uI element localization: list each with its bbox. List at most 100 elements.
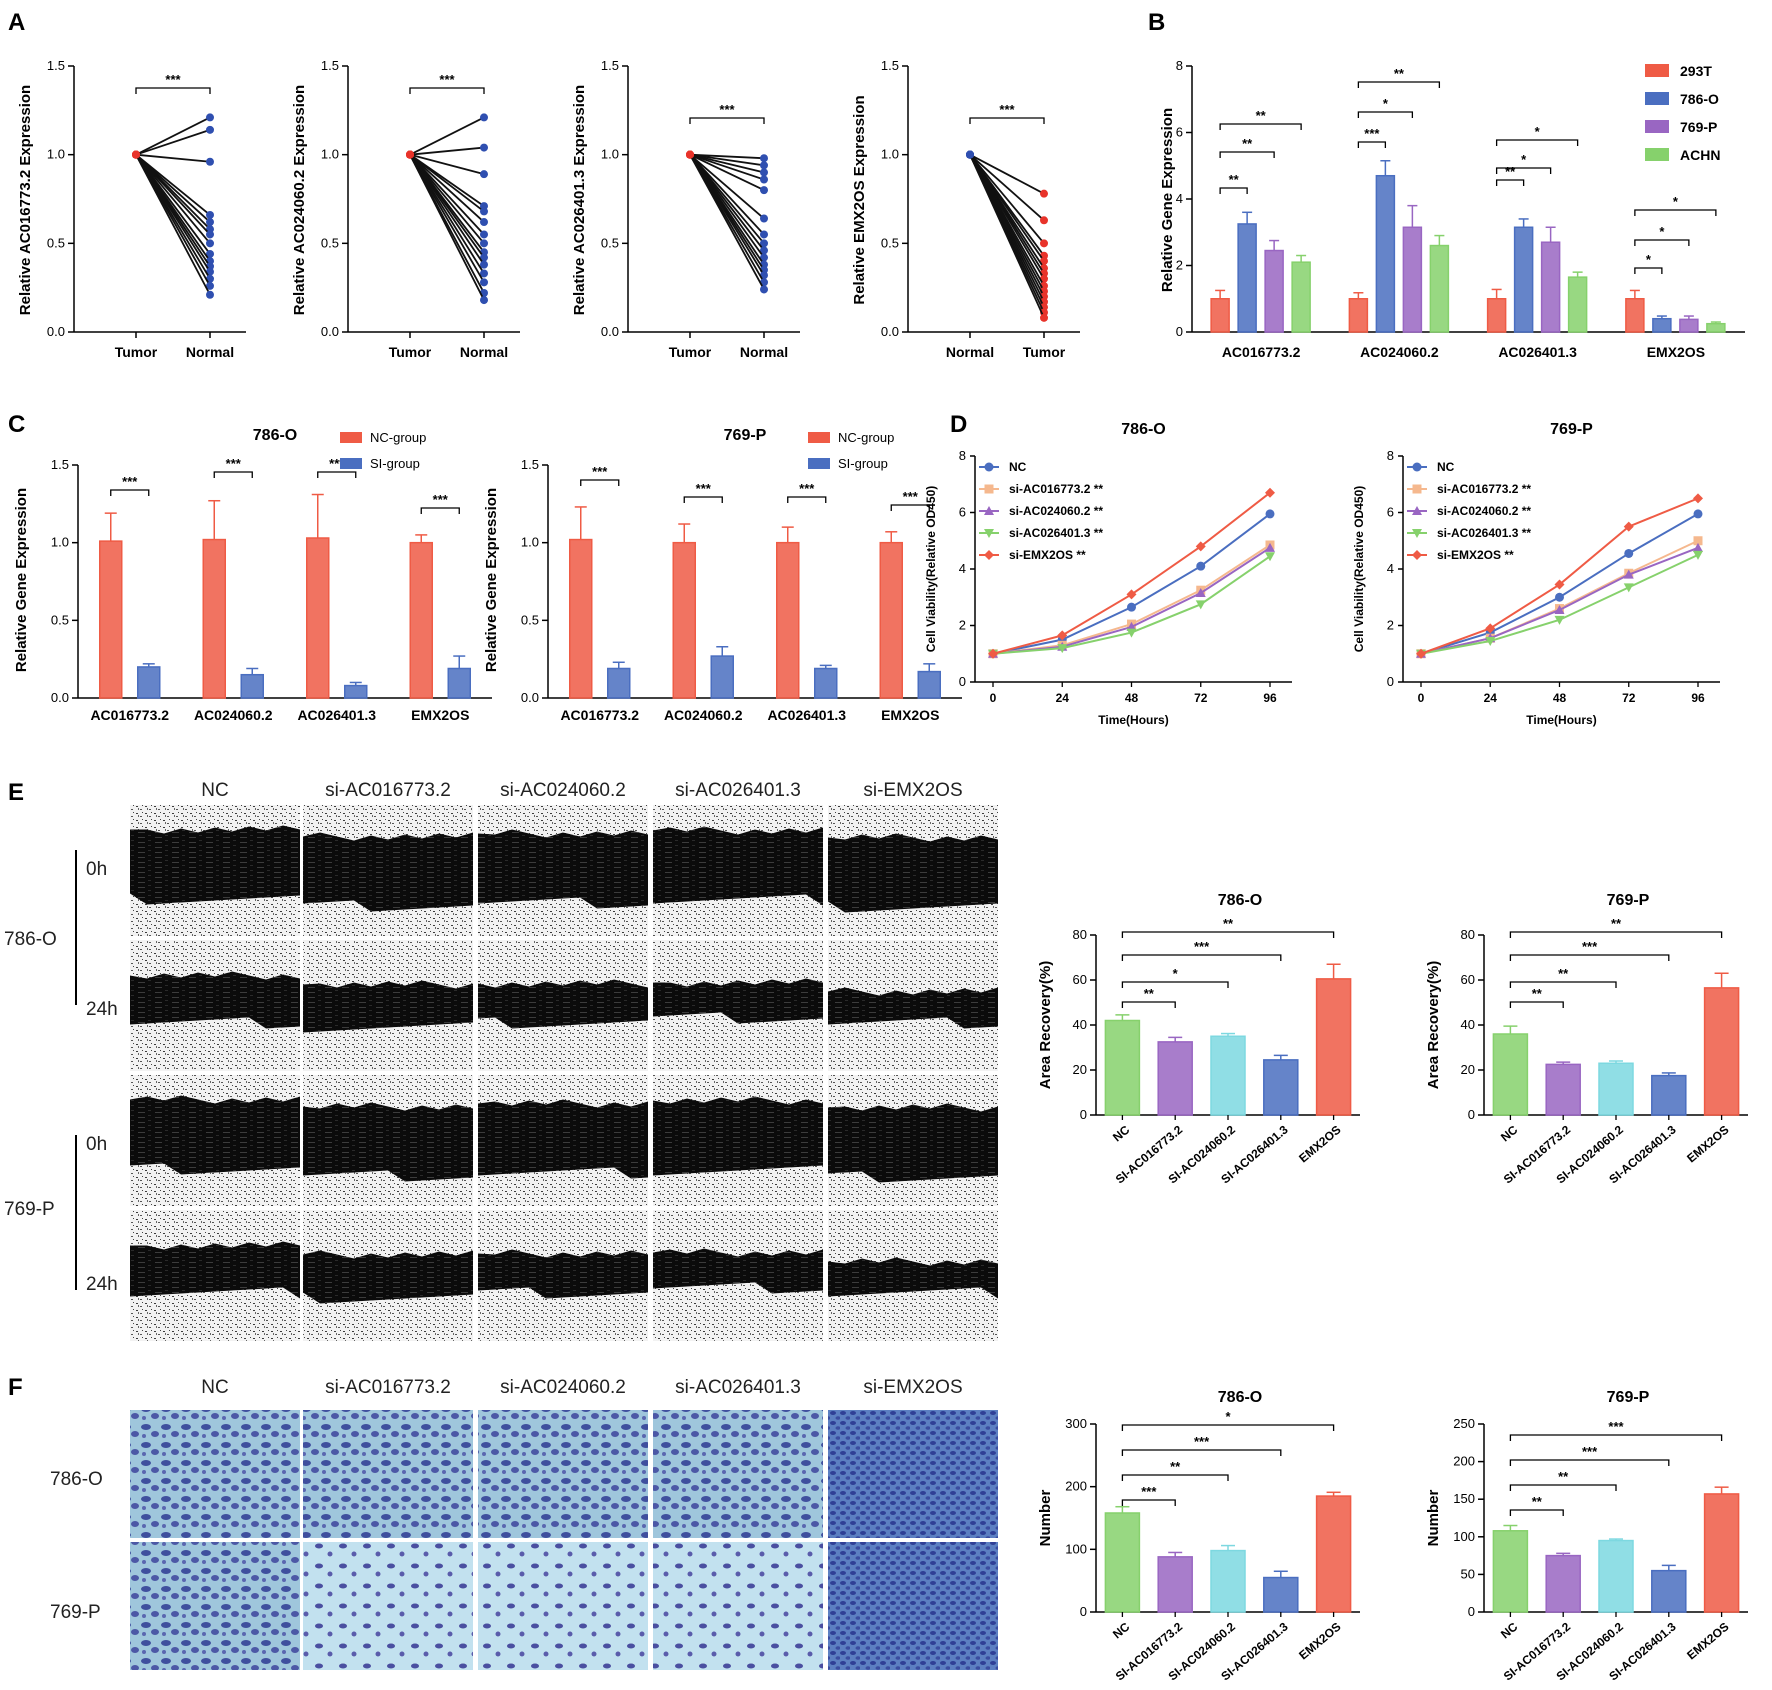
bar <box>814 667 838 699</box>
bar <box>1679 318 1699 333</box>
marker <box>1623 583 1634 593</box>
bar <box>1315 1495 1352 1613</box>
paired-plot-A2: 0.0 0.5 1.0 1.5 Relative AC024060.2 Expressi… <box>291 58 520 360</box>
bar <box>1210 298 1230 333</box>
scratch-image <box>478 805 648 936</box>
significance-bracket <box>969 117 1045 124</box>
bar <box>569 538 593 699</box>
legend-label: 293T <box>1680 63 1712 79</box>
x-tick-label: 48 <box>1553 691 1567 705</box>
column-label: NC <box>201 1377 228 1398</box>
x-tick-label: 0 <box>990 691 997 705</box>
paired-line <box>969 153 1045 221</box>
y-tick-label: 1.5 <box>521 457 539 472</box>
y-tick-label: 0 <box>959 674 966 689</box>
significance-label: ** <box>1394 66 1405 81</box>
significance-bracket <box>689 117 765 124</box>
bar <box>1315 978 1352 1116</box>
marker <box>1412 462 1422 472</box>
legend-label: si-AC024060.2 ** <box>1437 504 1531 518</box>
bar <box>99 540 123 699</box>
paired-plot-A3: 0.0 0.5 1.0 1.5 Relative AC026401.3 Expressi… <box>571 58 800 360</box>
significance-label: ** <box>1611 916 1622 931</box>
legend-label: si-AC024060.2 ** <box>1009 504 1103 518</box>
marker <box>1554 579 1565 590</box>
time-label: 0h <box>86 859 107 880</box>
y-tick-label: 1.0 <box>521 535 539 550</box>
data-point <box>206 281 214 290</box>
significance-label: ** <box>1558 1469 1569 1484</box>
x-tick-label: AC016773.2 <box>1222 344 1301 360</box>
paired-plot-A4: 0.0 0.5 1.0 1.5 Relative EMX2OS Expression No… <box>851 58 1080 360</box>
y-tick-label: 1.0 <box>601 147 619 162</box>
marker <box>1412 484 1422 494</box>
y-tick-label: 0 <box>1387 674 1394 689</box>
data-point <box>760 214 768 223</box>
marker <box>1412 550 1422 560</box>
significance-bracket <box>683 496 723 503</box>
y-tick-label: 0.5 <box>47 235 65 250</box>
legend-label: si-AC016773.2 ** <box>1009 482 1103 496</box>
bar <box>306 537 330 699</box>
significance-bracket <box>1219 187 1248 194</box>
scratch-image <box>130 805 300 936</box>
significance-bracket <box>890 504 930 511</box>
y-axis-label: Area Recovery(%) <box>1425 961 1442 1089</box>
y-tick-label: 0.0 <box>51 690 69 705</box>
scratch-image <box>828 805 998 936</box>
significance-bracket <box>1357 111 1414 118</box>
data-point <box>206 230 214 239</box>
significance-label: *** <box>226 456 242 471</box>
panel-letter-E: E <box>8 779 24 806</box>
data-point <box>760 239 768 248</box>
significance-label: ** <box>1505 164 1516 179</box>
bar <box>776 541 800 699</box>
panel-letter-C: C <box>8 411 25 438</box>
significance-bracket <box>1121 1001 1176 1008</box>
significance-label: *** <box>1194 939 1210 954</box>
bar <box>1348 298 1369 333</box>
x-axis-label: Time(Hours) <box>1098 713 1168 727</box>
y-tick-label: 1.5 <box>51 457 69 472</box>
significance-label: ** <box>1242 136 1253 151</box>
significance-label: ** <box>1229 172 1240 187</box>
y-tick-label: 2 <box>1176 258 1183 273</box>
bar <box>240 673 264 699</box>
scratch-image <box>653 805 823 936</box>
y-tick-label: 0 <box>1468 1604 1475 1619</box>
chart-title: 786-O <box>1121 421 1165 438</box>
marker <box>1693 493 1703 504</box>
marker <box>1196 561 1206 571</box>
bar-chart-F2: 050100150200250Number769-PNCSI-AC016773.… <box>1425 1389 1748 1683</box>
data-point <box>206 239 214 248</box>
stain-image <box>130 1410 300 1538</box>
y-tick-label: 40 <box>1073 1017 1087 1032</box>
data-point <box>206 290 214 299</box>
scratch-image <box>478 940 648 1071</box>
stain-image <box>303 1542 473 1670</box>
scratch-image <box>478 1075 648 1206</box>
y-axis-label: Relative EMX2OS Expression <box>851 95 868 304</box>
marker <box>1693 550 1703 560</box>
marker <box>1195 541 1206 552</box>
marker <box>1126 589 1137 600</box>
paired-line <box>409 154 485 236</box>
y-tick-label: 6 <box>1387 505 1394 520</box>
bar <box>1375 174 1396 333</box>
scratch-image <box>130 1075 300 1206</box>
significance-bracket <box>1634 239 1690 246</box>
significance-label: *** <box>433 492 449 507</box>
significance-label: ** <box>1256 108 1267 123</box>
x-tick-label: NC <box>1498 1122 1521 1144</box>
scratch-image <box>303 1210 473 1341</box>
data-point <box>480 143 488 152</box>
legend-label: si-AC016773.2 ** <box>1437 482 1531 496</box>
column-label: NC <box>201 780 228 801</box>
significance-bracket <box>1509 931 1723 938</box>
significance-label: * <box>1225 1409 1231 1424</box>
stain-image <box>653 1542 823 1670</box>
wound-gap <box>828 833 998 913</box>
y-tick-label: 80 <box>1073 927 1087 942</box>
significance-label: *** <box>1582 1444 1598 1459</box>
